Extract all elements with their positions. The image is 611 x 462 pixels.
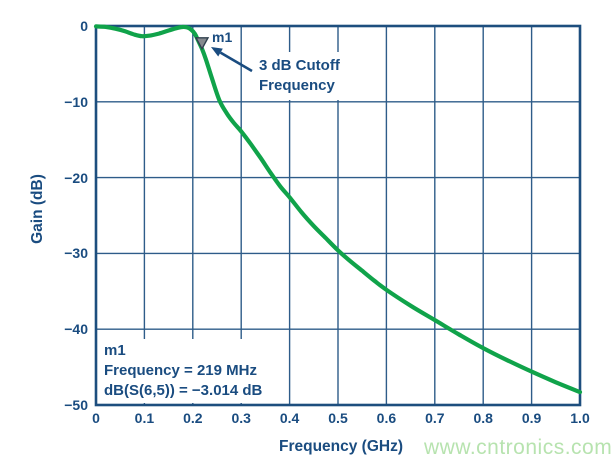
marker-readout-gain: dB(S(6,5)) = −3.014 dB <box>104 382 263 399</box>
marker-m1-triangle-icon <box>194 37 210 51</box>
y-axis-title: Gain (dB) <box>29 174 46 244</box>
y-tick-label: −10 <box>64 93 88 110</box>
y-tick-label: 0 <box>80 18 88 34</box>
y-tick-label: −30 <box>64 245 88 262</box>
x-tick-label: 0.8 <box>473 410 493 426</box>
x-tick-label: 0.9 <box>521 410 542 426</box>
y-tick-label: −50 <box>64 397 88 413</box>
x-axis-title: Frequency (GHz) <box>278 438 404 455</box>
x-tick-label: 0.6 <box>376 410 397 426</box>
x-tick-label: 0.7 <box>425 410 445 426</box>
cutoff-annotation-line2: Frequency <box>259 77 335 94</box>
x-tick-label: 0.4 <box>279 410 300 426</box>
cutoff-annotation-line1: 3 dB Cutoff <box>259 57 340 74</box>
marker-readout-box: m1 Frequency = 219 MHz dB(S(6,5)) = −3.0… <box>100 339 287 403</box>
x-tick-label: 0.2 <box>183 410 203 426</box>
gain-curve <box>93 24 583 395</box>
cutoff-arrow-head <box>211 47 223 57</box>
x-tick-label: 0.1 <box>134 410 155 426</box>
cutoff-annotation: 3 dB Cutoff Frequency <box>256 55 343 97</box>
x-tick-label: 0.3 <box>231 410 251 426</box>
y-tick-label: −40 <box>64 321 88 338</box>
marker-readout-frequency: Frequency = 219 MHz <box>104 362 257 379</box>
x-tick-label: 0 <box>92 410 100 426</box>
y-tick-label: −20 <box>64 169 88 186</box>
x-tick-label: 1.0 <box>570 410 590 426</box>
plot-border <box>94 24 582 407</box>
x-tick-label: 0.5 <box>328 410 348 426</box>
cutoff-arrow-line <box>219 51 253 73</box>
watermark-text: www.cntronics.com <box>424 436 611 459</box>
marker-m1-label: m1 <box>212 29 233 45</box>
marker-readout-id: m1 <box>104 342 126 359</box>
